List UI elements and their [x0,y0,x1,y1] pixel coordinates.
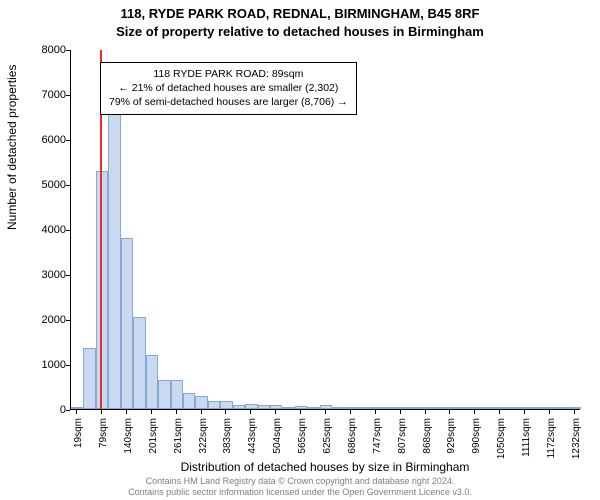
x-tick-mark [549,410,550,414]
y-tick-label: 0 [26,404,66,416]
attribution-footer: Contains HM Land Registry data © Crown c… [0,476,600,498]
x-tick-mark [126,410,127,414]
histogram-bar [432,407,444,409]
histogram-bar [208,401,220,409]
y-tick-mark [66,50,70,51]
x-tick-mark [449,410,450,414]
x-tick-mark [275,410,276,414]
y-tick-label: 8000 [26,44,66,56]
histogram-bar [282,407,294,409]
histogram-bar [258,405,270,409]
histogram-bar [382,407,394,409]
histogram-bar [357,407,369,409]
x-tick-mark [325,410,326,414]
y-tick-mark [66,140,70,141]
y-tick-mark [66,275,70,276]
histogram-bar [307,407,319,409]
y-tick-mark [66,365,70,366]
histogram-bar [481,407,493,409]
x-tick-mark [151,410,152,414]
x-tick-mark [400,410,401,414]
chart-title-line-1: 118, RYDE PARK ROAD, REDNAL, BIRMINGHAM,… [0,6,600,21]
histogram-bar [320,405,332,409]
y-tick-label: 7000 [26,89,66,101]
x-tick-mark [176,410,177,414]
y-tick-mark [66,95,70,96]
x-tick-mark [250,410,251,414]
x-tick-mark [300,410,301,414]
histogram-bar [183,393,195,409]
x-tick-mark [474,410,475,414]
histogram-bar [444,407,456,409]
property-info-box: 118 RYDE PARK ROAD: 89sqm← 21% of detach… [100,62,357,115]
histogram-bar [531,407,543,409]
histogram-bar [370,407,382,409]
histogram-bar [71,407,83,409]
histogram-bar [121,238,133,409]
y-tick-mark [66,230,70,231]
y-tick-mark [66,185,70,186]
histogram-bar [332,407,344,409]
y-tick-label: 4000 [26,224,66,236]
histogram-bar [295,406,307,409]
x-axis-label: Distribution of detached houses by size … [70,460,580,474]
info-box-line: 118 RYDE PARK ROAD: 89sqm [109,67,348,81]
y-tick-label: 6000 [26,134,66,146]
x-tick-mark [375,410,376,414]
x-tick-mark [76,410,77,414]
histogram-bar [419,407,431,409]
y-tick-mark [66,320,70,321]
histogram-bar [556,407,568,409]
attribution-line-1: Contains HM Land Registry data © Crown c… [0,476,600,487]
y-axis-label: Number of detached properties [5,65,19,230]
y-tick-label: 5000 [26,179,66,191]
histogram-bar [469,407,481,409]
histogram-bar [233,405,245,410]
histogram-bar [506,407,518,409]
histogram-bar [133,317,145,409]
histogram-bar [220,401,232,409]
x-tick-mark [499,410,500,414]
x-tick-mark [101,410,102,414]
x-tick-mark [425,410,426,414]
attribution-line-2: Contains public sector information licen… [0,487,600,498]
histogram-bar [407,407,419,409]
y-tick-label: 1000 [26,359,66,371]
histogram-bar [83,348,95,409]
histogram-bar [195,396,207,410]
histogram-bar [158,380,170,409]
histogram-bar [108,105,120,409]
histogram-bar [270,405,282,409]
histogram-bar [494,407,506,409]
histogram-bar [245,404,257,409]
x-tick-mark [201,410,202,414]
histogram-bar [345,407,357,409]
info-box-line: 79% of semi-detached houses are larger (… [109,95,348,109]
histogram-bar [146,355,158,409]
chart-container: 118, RYDE PARK ROAD, REDNAL, BIRMINGHAM,… [0,0,600,500]
histogram-bar [544,407,556,409]
x-tick-mark [574,410,575,414]
histogram-bar [457,407,469,409]
x-tick-mark [350,410,351,414]
y-tick-label: 2000 [26,314,66,326]
x-tick-mark [524,410,525,414]
chart-title-line-2: Size of property relative to detached ho… [0,24,600,39]
y-tick-mark [66,410,70,411]
x-tick-mark [225,410,226,414]
info-box-line: ← 21% of detached houses are smaller (2,… [109,81,348,95]
y-tick-label: 3000 [26,269,66,281]
histogram-bar [394,407,406,409]
histogram-bar [519,407,531,409]
histogram-bar [569,407,581,409]
histogram-bar [171,380,183,409]
